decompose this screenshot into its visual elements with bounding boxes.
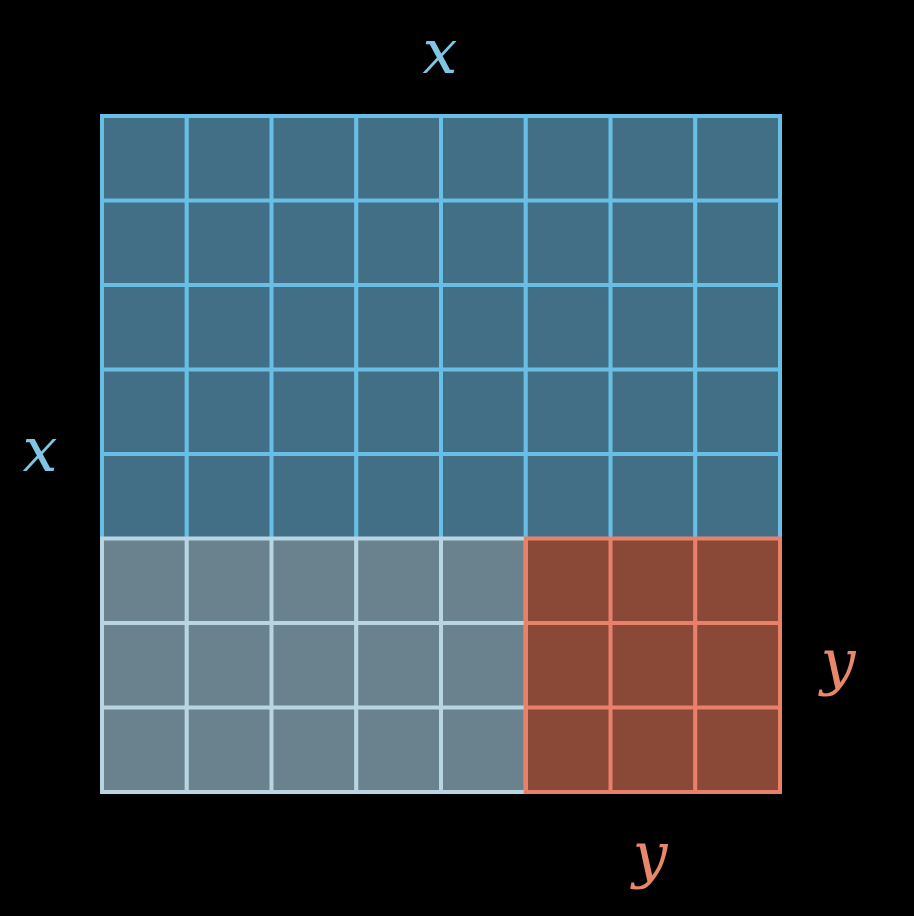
grid-cell-x-squared [269, 114, 359, 203]
grid-cell-x-squared [693, 367, 782, 456]
grid-cell-x-squared [523, 198, 613, 287]
grid-cell-xy [184, 621, 274, 710]
grid-cell-x-squared [184, 367, 274, 456]
grid-cell-x-squared [184, 114, 274, 203]
grid-cell-x-squared [354, 452, 443, 541]
grid-cell-x-squared [269, 198, 359, 287]
grid-cell-y-squared [608, 705, 698, 794]
grid-cell-x-squared [523, 114, 613, 203]
grid-cell-x-squared [608, 452, 698, 541]
grid-cell-x-squared [100, 452, 189, 541]
grid-cell-x-squared [608, 114, 698, 203]
grid-cell-x-squared [523, 452, 613, 541]
grid-cell-y-squared [523, 621, 613, 710]
grid-cell-x-squared [100, 114, 189, 203]
grid-cell-x-squared [523, 367, 613, 456]
grid-cell-x-squared [608, 283, 698, 372]
grid-cell-x-squared [354, 367, 443, 456]
grid-cell-xy [354, 536, 443, 625]
grid-cell-x-squared [693, 114, 782, 203]
grid-cell-xy [100, 621, 189, 710]
grid-cell-xy [354, 705, 443, 794]
grid-cell-xy [439, 705, 528, 794]
grid-cell-x-squared [608, 367, 698, 456]
grid-cell-y-squared [523, 705, 613, 794]
grid-cell-xy [184, 536, 274, 625]
grid-cell-y-squared [608, 536, 698, 625]
grid-cell-x-squared [693, 452, 782, 541]
grid-cell-x-squared [439, 283, 528, 372]
grid-cell-xy [269, 621, 359, 710]
grid-cell-x-squared [184, 283, 274, 372]
grid-cell-x-squared [354, 114, 443, 203]
grid-cell-y-squared [693, 536, 782, 625]
grid-cell-xy [100, 536, 189, 625]
grid-cell-x-squared [184, 198, 274, 287]
grid-cell-xy [184, 705, 274, 794]
label-top-x: x [422, 15, 458, 88]
grid-cell-xy [439, 536, 528, 625]
grid-cell-xy [439, 621, 528, 710]
grid-cell-y-squared [608, 621, 698, 710]
grid-cell-x-squared [439, 114, 528, 203]
grid-cell-x-squared [269, 452, 359, 541]
grid-cell-x-squared [269, 283, 359, 372]
grid-cell-xy [354, 621, 443, 710]
grid-cell-x-squared [693, 198, 782, 287]
label-right-y: y [820, 625, 856, 698]
region-y-squared [523, 536, 782, 794]
grid-cell-y-squared [693, 705, 782, 794]
grid-cell-xy [100, 705, 189, 794]
grid-cell-y-squared [693, 621, 782, 710]
grid-cell-y-squared [523, 536, 613, 625]
grid-cell-x-squared [184, 452, 274, 541]
grid-cell-xy [269, 536, 359, 625]
grid-cell-x-squared [269, 367, 359, 456]
grid-cell-x-squared [354, 198, 443, 287]
grid-cell-x-squared [523, 283, 613, 372]
grid-cell-x-squared [100, 283, 189, 372]
grid-cell-x-squared [439, 452, 528, 541]
label-bottom-y: y [632, 818, 668, 891]
grid-cell-x-squared [100, 367, 189, 456]
grid-cell-x-squared [693, 283, 782, 372]
grid-cell-x-squared [608, 198, 698, 287]
grid-cell-x-squared [439, 367, 528, 456]
grid-cell-xy [269, 705, 359, 794]
grid-cell-x-squared [354, 283, 443, 372]
grid-cell-x-squared [439, 198, 528, 287]
label-left-x: x [22, 413, 58, 486]
grid-cell-x-squared [100, 198, 189, 287]
